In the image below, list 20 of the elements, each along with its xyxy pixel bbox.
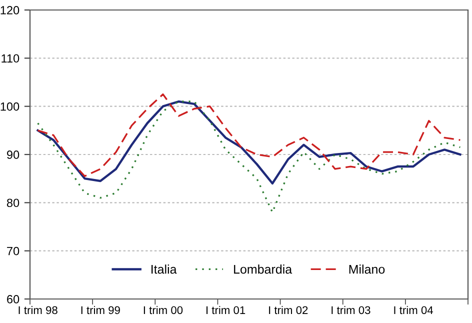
y-tick-label: 80 xyxy=(6,198,20,208)
line-series xyxy=(36,100,462,214)
line-series xyxy=(36,100,462,185)
x-tick-label: I trim 04 xyxy=(394,306,433,314)
x-tick-label: I trim 03 xyxy=(332,306,370,314)
x-tick-label: I trim 02 xyxy=(269,306,308,314)
x-tick-label: I trim 99 xyxy=(81,306,120,314)
legend-label: Lombardia xyxy=(234,264,292,274)
legend-label: Milano xyxy=(349,264,385,274)
y-tick-label: 100 xyxy=(0,102,20,111)
y-tick-label: 60 xyxy=(7,295,20,304)
x-tick-label: I trim 98 xyxy=(18,306,58,314)
y-tick-label: 70 xyxy=(7,246,20,256)
x-tick-label: I trim 00 xyxy=(144,306,183,314)
x-tick-label: I trim 01 xyxy=(206,306,246,314)
y-tick-label: 120 xyxy=(0,6,20,14)
y-tick-label: 110 xyxy=(2,54,20,63)
legend-label: Italia xyxy=(152,264,177,274)
y-tick-label: 90 xyxy=(7,150,20,159)
line-series xyxy=(36,93,462,178)
